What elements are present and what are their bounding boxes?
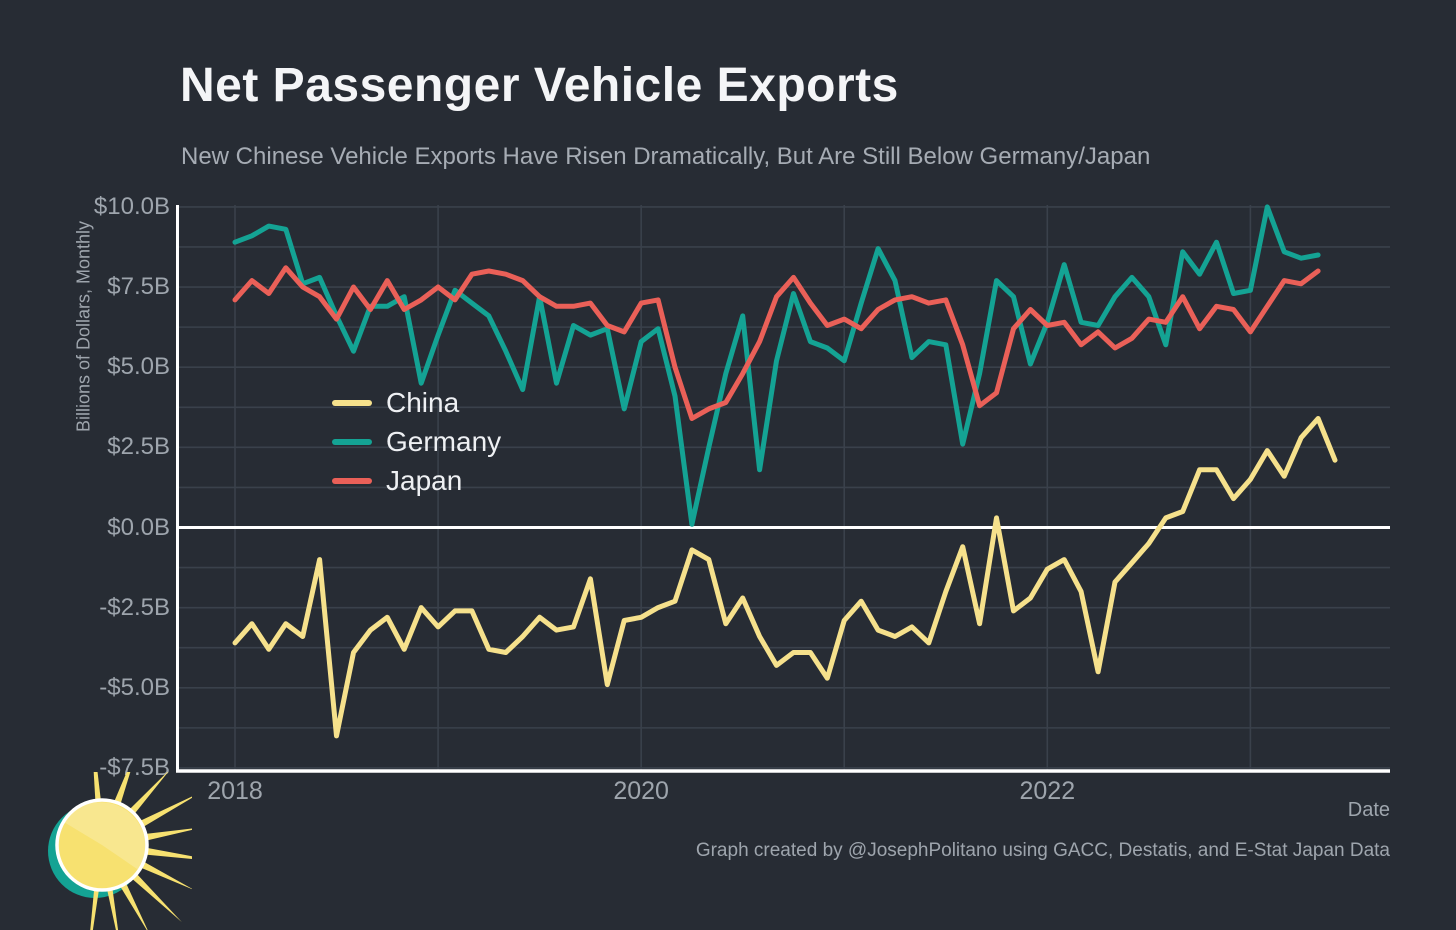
chart-title: Net Passenger Vehicle Exports	[180, 59, 899, 112]
sun-highlight	[63, 802, 146, 871]
legend-label: China	[386, 386, 460, 418]
sun-ray	[141, 847, 192, 859]
attribution-text: Graph created by @JosephPolitano using G…	[695, 840, 1390, 861]
sun-ray	[128, 870, 182, 923]
chart-subtitle: New Chinese Vehicle Exports Have Risen D…	[181, 143, 1151, 170]
sun-ray	[106, 884, 119, 930]
x-tick-label: 2018	[207, 777, 263, 805]
sun-ray	[137, 859, 192, 890]
sun-ray	[118, 879, 148, 930]
y-tick-label: -$5.0B	[99, 673, 170, 701]
y-tick-label: $0.0B	[107, 513, 170, 541]
sun-body	[55, 798, 149, 892]
y-tick-label: $10.0B	[93, 192, 170, 220]
y-tick-label: $5.0B	[107, 353, 170, 381]
y-tick-label: $2.5B	[107, 433, 170, 461]
y-axis-title: Billions of Dollars, Monthly	[73, 220, 94, 433]
legend-swatch-japan	[332, 477, 372, 484]
sun-logo-shapes	[48, 772, 192, 930]
y-tick-label: -$7.5B	[99, 753, 170, 781]
legend-label: Germany	[386, 425, 502, 457]
series-line-japan	[232, 265, 1321, 421]
series-line-china	[232, 416, 1338, 739]
x-tick-label: 2022	[1019, 777, 1076, 805]
x-axis-title: Date	[1347, 799, 1390, 821]
legend: China Germany Japan	[332, 383, 501, 500]
sun-ray	[141, 828, 192, 842]
legend-item-japan: Japan	[332, 461, 501, 500]
legend-item-germany: Germany	[332, 422, 501, 461]
x-tick-label: 2020	[613, 777, 669, 805]
sun-logo	[48, 772, 192, 930]
sun-ray	[93, 772, 102, 805]
sun-ray	[126, 772, 169, 818]
sun-ray	[112, 772, 131, 808]
y-tick-label: $7.5B	[107, 273, 170, 301]
y-tick-label: -$2.5B	[99, 593, 170, 621]
legend-item-china: China	[332, 383, 501, 422]
axis-lines	[176, 205, 1390, 773]
sun-ray	[90, 885, 100, 930]
sun-ray	[136, 796, 192, 829]
legend-label: Japan	[386, 464, 463, 496]
horizontal-gridlines	[177, 206, 1390, 769]
legend-swatch-china	[332, 399, 372, 406]
series-line-germany	[232, 204, 1321, 527]
series-lines	[232, 204, 1338, 739]
legend-swatch-germany	[332, 438, 372, 445]
